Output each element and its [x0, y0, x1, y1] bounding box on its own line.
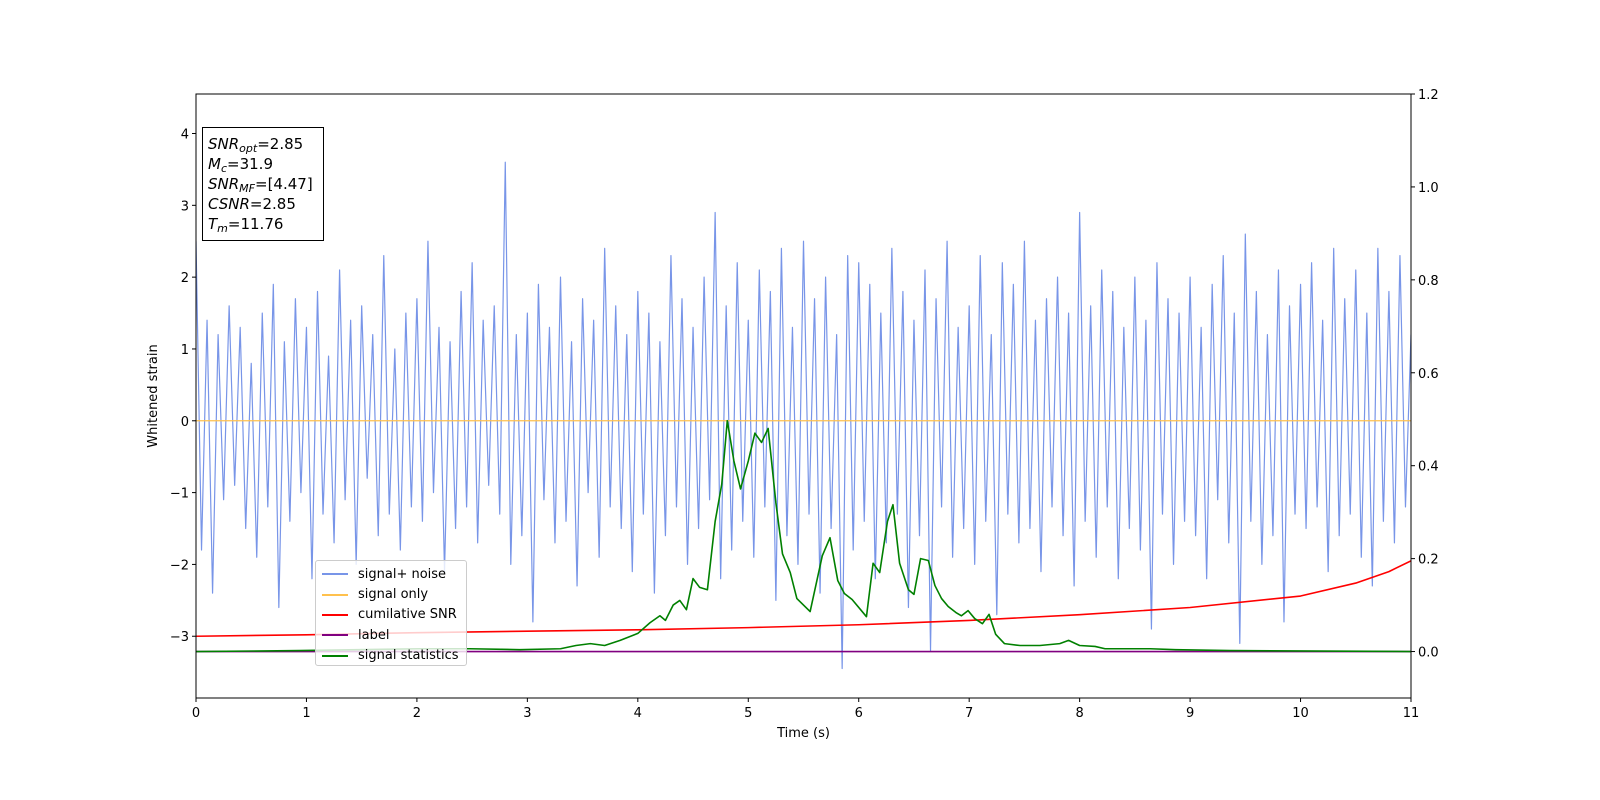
y-tick-label: 4: [181, 128, 189, 143]
plot-frame: [195, 93, 1412, 699]
x-tick-label: 8: [1075, 706, 1083, 721]
stat-value: =2.85: [249, 195, 296, 213]
x-tick-label: 9: [1186, 706, 1194, 721]
x-tick-label: 2: [413, 706, 421, 721]
y-tick-label: 0: [181, 415, 189, 430]
legend-swatch: [322, 634, 348, 637]
stat-value: =2.85: [257, 135, 304, 153]
stat-symbol: SNR: [208, 175, 240, 193]
y-axis-label: Whitened strain: [146, 344, 161, 447]
x-tick-label: 10: [1292, 706, 1309, 721]
legend-entry: signal+ noise: [322, 564, 466, 584]
legend-swatch: [322, 613, 348, 616]
stat-subscript: c: [220, 162, 228, 175]
y-tick-label: −3: [170, 630, 189, 645]
stat-value: =31.9: [227, 155, 273, 173]
series-line: [196, 419, 1411, 653]
legend-entry: cumilative SNR: [322, 605, 466, 625]
legend-entry: signal statistics: [322, 646, 466, 666]
stat-line: SNRopt=2.85: [208, 134, 323, 154]
x-tick-label: 7: [965, 706, 973, 721]
y-tick-label: 2: [181, 271, 189, 286]
x-tick-label: 0: [192, 706, 200, 721]
y2-tick-label: 0.8: [1418, 274, 1439, 289]
stat-value: =[4.47]: [255, 175, 313, 193]
x-tick-label: 6: [855, 706, 863, 721]
y2-tick-label: 0.2: [1418, 553, 1439, 568]
y2-tick-label: 1.2: [1418, 88, 1439, 103]
y-tick-label: −1: [170, 487, 189, 502]
y2-tick-label: 1.0: [1418, 181, 1439, 196]
stat-symbol-group: Tm: [208, 215, 228, 235]
stat-symbol: T: [208, 215, 218, 233]
y2-tick-label: 0.0: [1418, 646, 1439, 661]
legend-label: signal only: [358, 587, 429, 603]
stat-symbol-group: SNRMF: [208, 175, 255, 195]
x-tick-label: 3: [523, 706, 531, 721]
legend-label: cumilative SNR: [358, 607, 457, 623]
legend-entry: signal only: [322, 584, 466, 604]
stat-value: =11.76: [227, 215, 284, 233]
x-tick-label: 1: [302, 706, 310, 721]
legend-swatch: [322, 654, 348, 657]
stat-symbol-group: CSNR: [208, 195, 250, 213]
stat-symbol: M: [208, 155, 221, 173]
legend-label: signal+ noise: [358, 566, 447, 582]
legend: signal+ noise signal only cumilative SNR la…: [315, 560, 467, 666]
stat-subscript: m: [217, 222, 228, 235]
y2-tick-label: 0.4: [1418, 460, 1439, 475]
series-line: [196, 161, 1411, 670]
y-tick-label: 3: [181, 199, 189, 214]
x-tick-label: 5: [744, 706, 752, 721]
stat-symbol: CSNR: [208, 195, 250, 213]
y-tick-label: 1: [181, 343, 189, 358]
stat-line: SNRMF=[4.47]: [208, 174, 323, 194]
x-tick-label: 11: [1403, 706, 1420, 721]
stat-symbol-group: Mc: [208, 155, 228, 175]
legend-swatch: [322, 573, 348, 576]
legend-entry: label: [322, 625, 466, 645]
stat-line: Tm=11.76: [208, 214, 323, 234]
stat-line: CSNR=2.85: [208, 194, 323, 214]
legend-label: label: [358, 627, 390, 643]
x-tick-label: 4: [634, 706, 642, 721]
legend-swatch: [322, 593, 348, 596]
y2-tick-label: 0.6: [1418, 367, 1439, 382]
stats-box: SNRopt=2.85 Mc=31.9 SNRMF=[4.47] CSNR=2.85 T…: [202, 127, 324, 241]
stat-subscript: opt: [239, 142, 258, 155]
legend-label: signal statistics: [358, 648, 459, 664]
x-axis-label: Time (s): [776, 726, 830, 741]
y-tick-label: −2: [170, 558, 189, 573]
stat-line: Mc=31.9: [208, 154, 323, 174]
stat-symbol: SNR: [208, 135, 240, 153]
stat-symbol-group: SNRopt: [208, 135, 258, 155]
stat-subscript: MF: [239, 182, 255, 195]
